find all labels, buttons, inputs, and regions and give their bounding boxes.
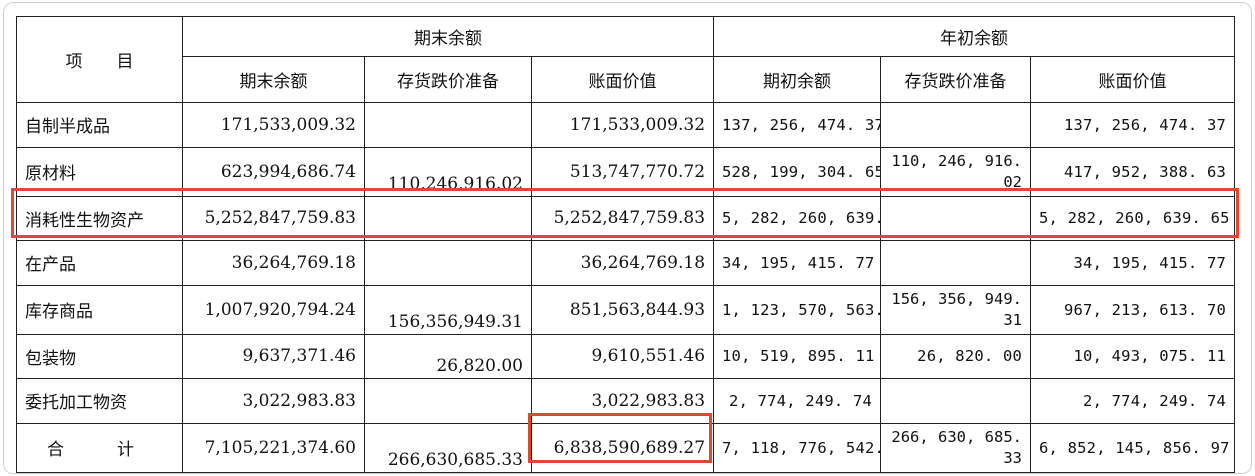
cell-end-provision	[364, 378, 532, 424]
cell-begin-provision: 26, 820. 00	[880, 333, 1032, 379]
subheader-end-balance: 期末余额	[182, 56, 365, 103]
cell-end-book-value: 3,022,983.83	[530, 378, 715, 424]
cell-end-book-value: 851,563,844.93	[530, 284, 715, 335]
row-label: 在产品	[16, 240, 183, 286]
cell-end-provision: 26,820.00	[364, 333, 532, 379]
header-end-balance-group: 期末余额	[181, 16, 715, 57]
table-row-highlighted: 消耗性生物资产 5,252,847,759.83 5,252,847,759.8…	[16, 195, 1236, 241]
cell-begin-book-value: 6, 852, 145, 856. 97	[1030, 422, 1236, 473]
cell-begin-balance: 528, 199, 304. 65	[713, 146, 882, 197]
cell-begin-book-value: 417, 952, 388. 63	[1030, 146, 1236, 197]
subheader-begin-balance: 期初余额	[713, 56, 882, 103]
cell-begin-balance: 10, 519, 895. 11	[713, 333, 882, 379]
subheader-end-book-value: 账面价值	[530, 56, 715, 103]
header-item: 项 目	[16, 16, 183, 103]
cell-end-provision	[364, 240, 532, 286]
cell-begin-book-value: 5, 282, 260, 639. 65	[1030, 195, 1236, 241]
table-row-total: 合 计 7,105,221,374.60 266,630,685.33 6,83…	[16, 422, 1236, 473]
cell-begin-book-value: 2, 774, 249. 74	[1030, 378, 1236, 424]
cell-end-provision	[364, 195, 532, 241]
cell-end-balance: 5,252,847,759.83	[182, 195, 365, 241]
cell-end-balance: 7,105,221,374.60	[182, 422, 365, 473]
cell-end-book-value: 5,252,847,759.83	[530, 195, 715, 241]
header-row-group: 项 目 期末余额 年初余额	[16, 16, 1236, 103]
subheader-end-provision: 存货跌价准备	[364, 56, 532, 103]
row-label: 原材料	[16, 146, 183, 197]
cell-end-book-value-total: 6,838,590,689.27	[530, 422, 715, 473]
subheader-begin-provision: 存货跌价准备	[880, 56, 1032, 103]
cell-begin-provision	[880, 102, 1032, 148]
cell-begin-balance: 5, 282, 260, 639. 65	[713, 195, 882, 241]
cell-begin-provision	[880, 378, 1032, 424]
table-row: 原材料 623,994,686.74 110,246,916.02 513,74…	[16, 146, 1236, 197]
cell-end-book-value: 171,533,009.32	[530, 102, 715, 148]
table-row: 自制半成品 171,533,009.32 171,533,009.32 137,…	[16, 102, 1236, 148]
cell-begin-balance: 7, 118, 776, 542. 30	[713, 422, 882, 473]
cell-begin-provision: 156, 356, 949. 31	[880, 284, 1032, 335]
row-label: 委托加工物资	[16, 378, 183, 424]
row-label: 包装物	[16, 333, 183, 379]
cell-end-provision: 110,246,916.02	[364, 146, 532, 197]
cell-begin-provision: 266, 630, 685. 33	[880, 422, 1032, 473]
cell-begin-book-value: 137, 256, 474. 37	[1030, 102, 1236, 148]
row-label: 消耗性生物资产	[16, 195, 183, 241]
cell-begin-balance: 2, 774, 249. 74	[713, 378, 882, 424]
cell-end-balance: 36,264,769.18	[182, 240, 365, 286]
cell-end-balance: 9,637,371.46	[182, 333, 365, 379]
cell-end-balance: 623,994,686.74	[182, 146, 365, 197]
cell-begin-book-value: 34, 195, 415. 77	[1030, 240, 1236, 286]
cell-begin-provision: 110, 246, 916. 02	[880, 146, 1032, 197]
row-label: 库存商品	[16, 284, 183, 335]
table-row: 包装物 9,637,371.46 26,820.00 9,610,551.46 …	[16, 333, 1236, 379]
cell-end-book-value: 9,610,551.46	[530, 333, 715, 379]
row-label-total: 合 计	[16, 422, 183, 473]
subheader-begin-book-value: 账面价值	[1030, 56, 1236, 103]
cell-end-balance: 3,022,983.83	[182, 378, 365, 424]
cell-end-balance: 171,533,009.32	[182, 102, 365, 148]
table-row: 在产品 36,264,769.18 36,264,769.18 34, 195,…	[16, 240, 1236, 286]
cell-end-book-value: 36,264,769.18	[530, 240, 715, 286]
table-row: 库存商品 1,007,920,794.24 156,356,949.31 851…	[16, 284, 1236, 335]
cell-end-balance: 1,007,920,794.24	[182, 284, 365, 335]
cell-begin-provision	[880, 240, 1032, 286]
table-row: 委托加工物资 3,022,983.83 3,022,983.83 2, 774,…	[16, 378, 1236, 424]
header-row-sub: 期末余额 存货跌价准备 账面价值 期初余额 存货跌价准备 账面价值	[17, 56, 1236, 103]
cell-end-provision	[364, 102, 532, 148]
cell-end-provision: 156,356,949.31	[364, 284, 532, 335]
row-label: 自制半成品	[16, 102, 183, 148]
header-begin-balance-group: 年初余额	[713, 16, 1236, 57]
cell-begin-book-value: 967, 213, 613. 70	[1030, 284, 1236, 335]
cell-begin-book-value: 10, 493, 075. 11	[1030, 333, 1236, 379]
cell-begin-balance: 34, 195, 415. 77	[713, 240, 882, 286]
inventory-table: 项 目 期末余额 年初余额 期末余额 存货跌价准备 账面价值 期初余额 存货跌价…	[16, 16, 1236, 473]
cell-end-provision: 266,630,685.33	[364, 422, 532, 473]
cell-end-book-value: 513,747,770.72	[530, 146, 715, 197]
cell-begin-balance: 137, 256, 474. 37	[713, 102, 882, 148]
cell-begin-provision	[880, 195, 1032, 241]
cell-begin-balance: 1, 123, 570, 563. 01	[713, 284, 882, 335]
